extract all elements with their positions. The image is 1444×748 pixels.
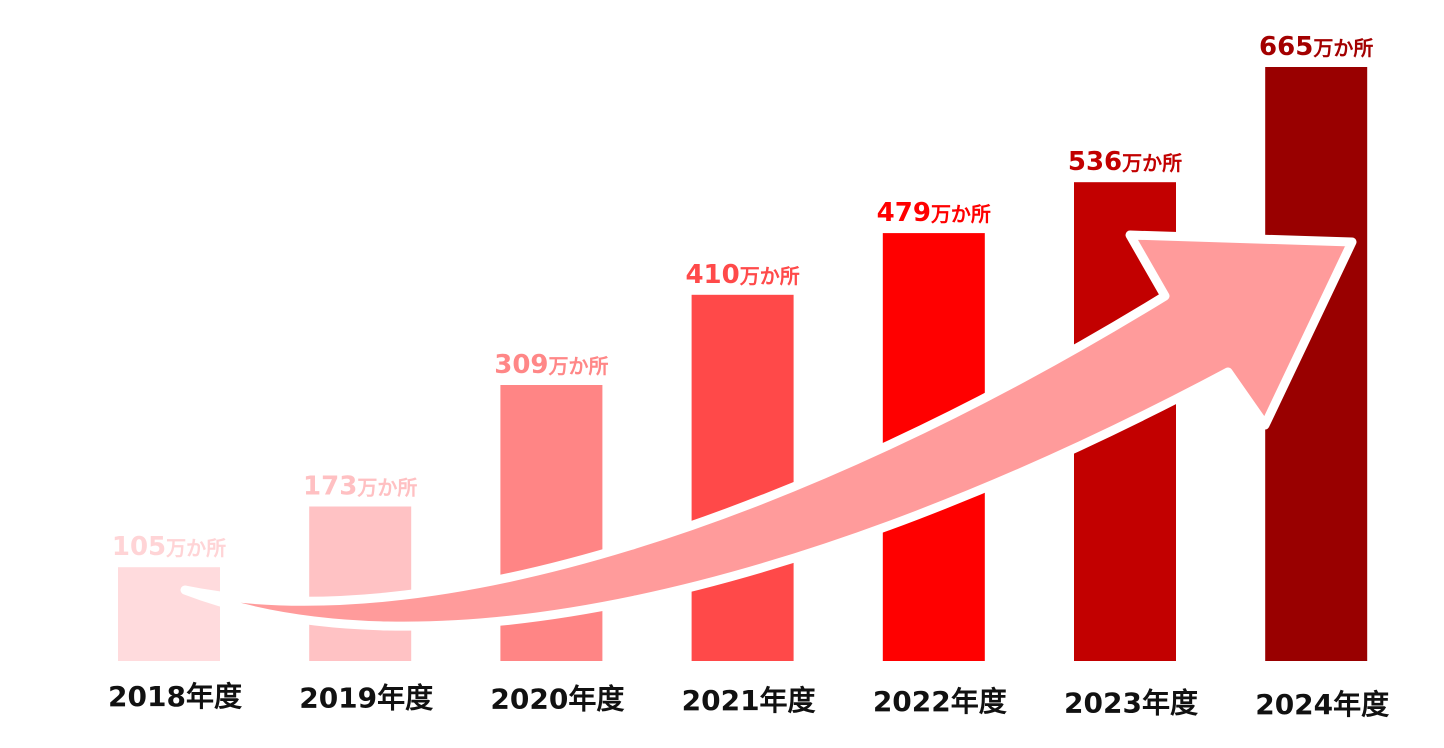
category-label-2019年度: 2019年度: [299, 681, 433, 714]
value-number: 536: [1068, 147, 1122, 177]
trend-arrow-group: [180, 230, 1357, 631]
value-label-2022年度: 479万か所: [877, 198, 991, 228]
value-unit: 万か所: [1312, 36, 1373, 60]
category-label-2018年度: 2018年度: [108, 680, 242, 713]
value-label-2023年度: 536万か所: [1068, 147, 1182, 177]
labels-group: 105万か所2018年度173万か所2019年度309万か所2020年度410万…: [108, 32, 1389, 721]
value-unit: 万か所: [930, 202, 991, 226]
value-unit: 万か所: [356, 476, 417, 500]
value-number: 105: [112, 532, 166, 562]
value-unit: 万か所: [739, 264, 800, 288]
category-label-2022年度: 2022年度: [873, 685, 1007, 718]
trend-arrow: [180, 230, 1357, 631]
category-label-2024年度: 2024年度: [1255, 688, 1389, 721]
value-unit: 万か所: [165, 536, 226, 560]
category-label-2020年度: 2020年度: [490, 683, 624, 716]
bar-2021年度: [691, 294, 794, 661]
value-unit: 万か所: [1121, 151, 1182, 175]
value-label-2021年度: 410万か所: [685, 260, 799, 290]
bar-2019年度: [309, 506, 412, 661]
value-number: 479: [877, 198, 931, 228]
value-label-2024年度: 665万か所: [1259, 32, 1373, 62]
value-label-2018年度: 105万か所: [112, 532, 226, 562]
value-number: 665: [1259, 32, 1313, 62]
value-number: 173: [303, 472, 357, 502]
value-unit: 万か所: [548, 354, 609, 378]
value-number: 309: [494, 350, 548, 380]
category-label-2021年度: 2021年度: [682, 684, 816, 717]
value-label-2020年度: 309万か所: [494, 350, 608, 380]
value-label-2019年度: 173万か所: [303, 472, 417, 502]
category-label-2023年度: 2023年度: [1064, 687, 1198, 720]
bar-2018年度: [118, 567, 220, 661]
value-number: 410: [685, 260, 739, 290]
